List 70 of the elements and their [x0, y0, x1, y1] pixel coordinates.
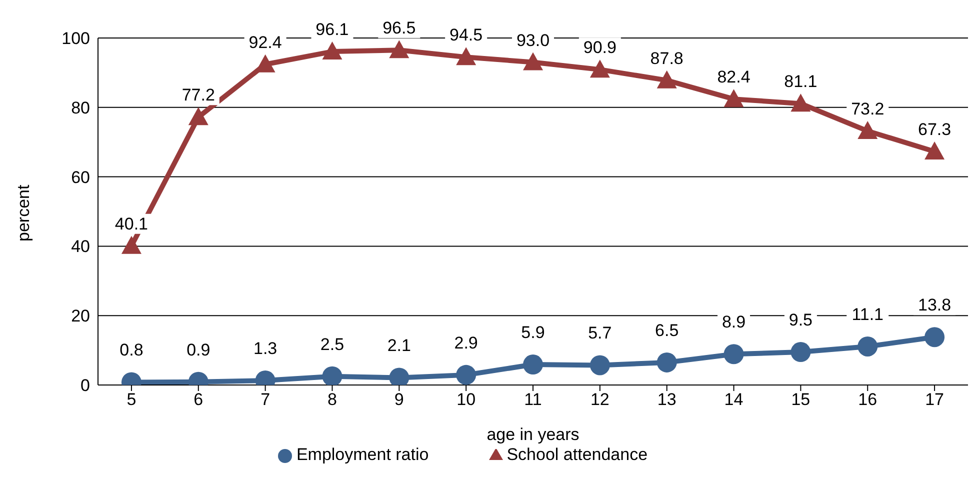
- data-label: 77.2: [182, 86, 215, 105]
- data-label: 6.5: [655, 320, 679, 340]
- x-tick-label: 16: [858, 390, 878, 410]
- data-label: 2.9: [454, 333, 478, 352]
- legend-label: Employment ratio: [296, 445, 429, 464]
- data-label: 40.1: [114, 214, 148, 234]
- x-axis-title: age in years: [486, 425, 580, 444]
- data-label: 8.9: [722, 312, 746, 332]
- x-tick-label: 11: [524, 390, 542, 410]
- point: [858, 336, 878, 356]
- point: [456, 364, 476, 385]
- data-label: 81.1: [784, 72, 818, 92]
- point: [322, 42, 342, 60]
- data-label: 11.1: [852, 304, 884, 324]
- y-tick-label: 60: [71, 168, 90, 187]
- point: [790, 94, 811, 112]
- data-label: 5.7: [588, 324, 612, 343]
- data-label: 67.3: [918, 120, 952, 139]
- x-tick-label: 12: [590, 390, 610, 410]
- data-label: 0.9: [186, 340, 210, 360]
- y-tick-label: 80: [71, 98, 90, 118]
- y-tick-label: 40: [71, 237, 90, 256]
- y-tick-label: 0: [80, 376, 90, 396]
- data-label: 96.5: [382, 18, 416, 38]
- point: [523, 354, 543, 375]
- x-tick-label: 14: [724, 390, 744, 410]
- point: [590, 60, 610, 78]
- point: [858, 120, 878, 139]
- point: [188, 107, 208, 126]
- x-tick-label: 9: [394, 390, 404, 410]
- point: [322, 366, 342, 385]
- data-label: 92.4: [248, 32, 282, 52]
- data-label: 94.5: [450, 26, 483, 45]
- point: [656, 70, 677, 88]
- x-tick-label: 6: [194, 390, 204, 410]
- point: [724, 89, 744, 108]
- y-tick-label: 20: [71, 306, 90, 326]
- point: [523, 52, 543, 70]
- data-label: 73.2: [851, 99, 884, 118]
- legend-label: School attendance: [506, 445, 648, 464]
- x-tick-label: 8: [327, 390, 337, 410]
- point: [790, 342, 811, 362]
- data-label: 90.9: [583, 38, 616, 58]
- point: [590, 355, 610, 376]
- point: [724, 344, 744, 364]
- data-label: 87.8: [650, 48, 684, 68]
- data-label: 93.0: [516, 30, 550, 50]
- data-label: 82.4: [717, 68, 750, 87]
- y-tick-label: 100: [62, 29, 90, 48]
- data-label: 9.5: [788, 310, 813, 330]
- point: [924, 141, 945, 160]
- point: [456, 47, 476, 66]
- x-tick-label: 13: [657, 390, 676, 410]
- data-label: 13.8: [918, 296, 952, 315]
- data-label: 2.5: [320, 334, 344, 354]
- x-tick-label: 5: [126, 390, 136, 410]
- data-label: 2.1: [387, 336, 411, 356]
- point: [121, 236, 142, 254]
- point: [924, 327, 945, 348]
- x-tick-label: 7: [260, 390, 270, 410]
- point: [656, 352, 677, 372]
- data-label: 96.1: [316, 20, 349, 40]
- x-tick-label: 15: [791, 390, 810, 410]
- point: [389, 40, 410, 58]
- data-label: 1.3: [253, 338, 278, 358]
- data-label: 5.9: [521, 323, 545, 342]
- x-tick-label: 17: [925, 390, 944, 410]
- x-tick-label: 10: [456, 390, 476, 410]
- y-axis-title: percent: [14, 184, 34, 242]
- data-label: 0.8: [120, 340, 144, 360]
